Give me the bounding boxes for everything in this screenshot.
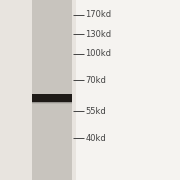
Text: 100kd: 100kd	[86, 49, 111, 58]
Text: 70kd: 70kd	[86, 76, 106, 85]
Bar	[32, 94, 72, 95]
Bar	[32, 102, 72, 103]
Text: 40kd: 40kd	[86, 134, 106, 143]
Bar	[32, 102, 72, 103]
Text: 130kd: 130kd	[86, 30, 112, 39]
Text: 170kd: 170kd	[86, 10, 112, 19]
Bar	[0, 0, 76, 180]
Bar	[32, 94, 72, 102]
Bar	[32, 0, 72, 180]
Text: 55kd: 55kd	[86, 107, 106, 116]
